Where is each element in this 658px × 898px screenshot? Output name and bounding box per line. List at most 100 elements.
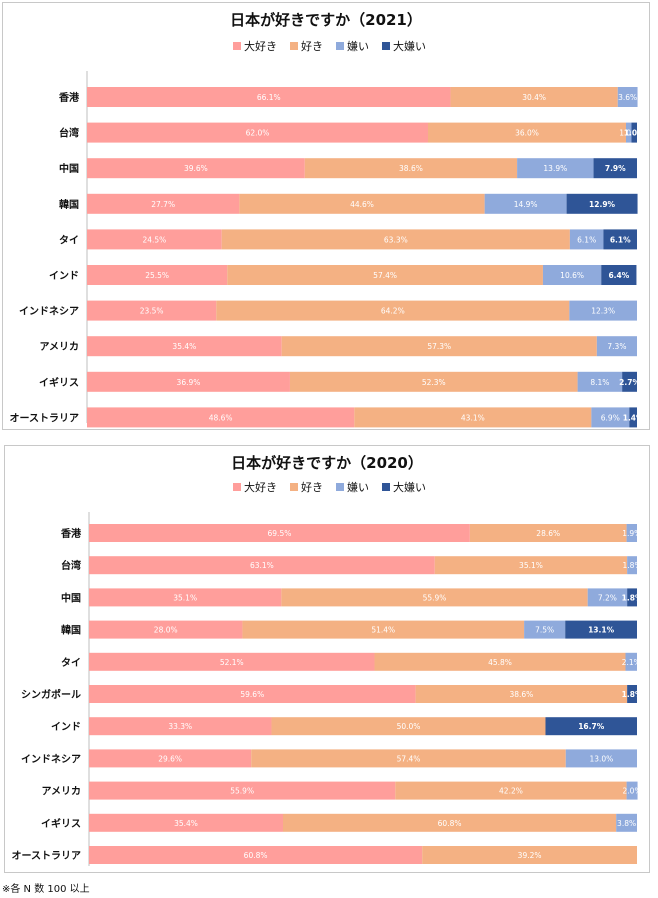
bar-segment <box>622 371 637 392</box>
legend-item: 好き <box>290 39 323 53</box>
bar-segment <box>87 300 217 321</box>
bar-segment <box>603 229 637 250</box>
data-label: 7.3% <box>607 342 626 351</box>
bar-segment <box>565 749 637 768</box>
data-label: 55.9% <box>230 787 254 796</box>
data-label: 57.3% <box>427 342 451 351</box>
data-label: 1.8% <box>623 561 642 570</box>
category-label: イギリス <box>39 376 79 389</box>
data-label: 1.8% <box>622 593 643 602</box>
bar-segment <box>596 336 637 357</box>
bar-segment <box>450 87 618 107</box>
data-label: 30.4% <box>522 93 546 102</box>
legend-label: 大好き <box>244 480 277 494</box>
legend-label: 好き <box>301 39 323 53</box>
data-label: 28.0% <box>154 626 178 635</box>
category-label: オーストラリア <box>12 850 82 862</box>
data-label: 10.6% <box>560 271 584 280</box>
bar-segment <box>87 265 228 285</box>
bar-segment <box>89 524 470 542</box>
data-label: 63.1% <box>250 561 274 570</box>
data-label: 35.4% <box>174 819 198 828</box>
data-label: 35.4% <box>172 342 196 351</box>
bar-segment <box>587 588 628 607</box>
data-label: 6.1% <box>610 235 631 244</box>
bar-segment <box>282 813 617 832</box>
bar-segment <box>428 122 626 143</box>
data-label: 27.7% <box>151 200 175 209</box>
data-label: 52.1% <box>220 658 244 667</box>
data-label: 1.0% <box>619 129 638 138</box>
bar-segment <box>593 158 637 179</box>
bar-segment <box>415 685 628 703</box>
data-label: 59.6% <box>240 690 264 699</box>
bar-segment <box>89 588 282 607</box>
category-label: 香港 <box>59 91 80 104</box>
data-label: 64.2% <box>381 307 405 316</box>
data-label: 60.8% <box>438 819 462 828</box>
chart-panel-2021: 日本が好きですか（2021） 大好き 好き 嫌い 大嫌い 香港 66.1% 30.4% 3.6%… <box>2 2 650 430</box>
legend-swatch <box>290 42 298 50</box>
bar-segment <box>87 158 305 179</box>
data-label: 13.0% <box>589 754 613 763</box>
data-label: 38.6% <box>399 164 423 173</box>
bar-segment <box>271 717 546 736</box>
bar-segment <box>542 265 602 285</box>
bar-segment <box>434 556 628 575</box>
category-label: 韓国 <box>61 624 81 637</box>
bar-segment <box>626 524 637 542</box>
category-label: アメリカ <box>42 786 82 798</box>
legend-label: 嫌い <box>347 480 369 494</box>
data-label: 35.1% <box>173 593 197 602</box>
bar-segment <box>569 229 604 250</box>
bar-segment <box>616 813 637 832</box>
data-label: 16.7% <box>578 722 605 731</box>
data-label: 1.9% <box>622 529 641 538</box>
bar-segment <box>629 407 637 428</box>
data-label: 44.6% <box>350 200 374 209</box>
data-label: 25.5% <box>145 271 169 280</box>
data-label: 39.2% <box>518 851 542 860</box>
data-label: 6.4% <box>608 271 629 280</box>
bar-segment <box>87 87 451 107</box>
data-label: 1.4% <box>623 413 644 422</box>
bar-segment <box>87 193 240 214</box>
category-label: 台湾 <box>61 559 81 572</box>
data-label: 69.5% <box>268 529 292 538</box>
legend-swatch <box>233 483 241 491</box>
chart-title: 日本が好きですか（2021） <box>230 11 422 29</box>
legend-item: 嫌い <box>336 39 369 53</box>
category-label: イギリス <box>41 817 81 830</box>
category-label: タイ <box>59 234 79 246</box>
legend-swatch <box>290 483 298 491</box>
data-label: 7.9% <box>605 164 626 173</box>
bar-segment <box>304 158 518 179</box>
bar-segment <box>227 265 543 285</box>
chart-title: 日本が好きですか（2020） <box>231 454 423 472</box>
bar-segment <box>374 652 626 671</box>
data-label: 12.9% <box>589 200 616 209</box>
category-label: アメリカ <box>40 341 80 353</box>
bar-segment <box>289 371 578 392</box>
bar-segment <box>89 749 252 768</box>
bar-segment <box>566 193 638 214</box>
legend-item: 大好き <box>233 480 277 494</box>
legend-swatch <box>336 42 344 50</box>
data-label: 14.9% <box>514 200 538 209</box>
data-label: 23.5% <box>140 307 164 316</box>
legend-swatch <box>336 483 344 491</box>
bar-segment <box>591 407 630 428</box>
bar-segment <box>87 229 222 250</box>
bar-segment <box>87 407 355 428</box>
bar-segment <box>484 193 567 214</box>
bar-segment <box>354 407 592 428</box>
data-label: 24.5% <box>142 235 166 244</box>
bar-segment <box>625 652 637 671</box>
category-label: 中国 <box>61 591 81 604</box>
legend-label: 大好き <box>244 39 277 53</box>
bar-segment <box>601 265 637 285</box>
bar-segment <box>242 620 525 639</box>
category-label: インドネシア <box>19 306 79 318</box>
data-label: 60.8% <box>244 851 268 860</box>
